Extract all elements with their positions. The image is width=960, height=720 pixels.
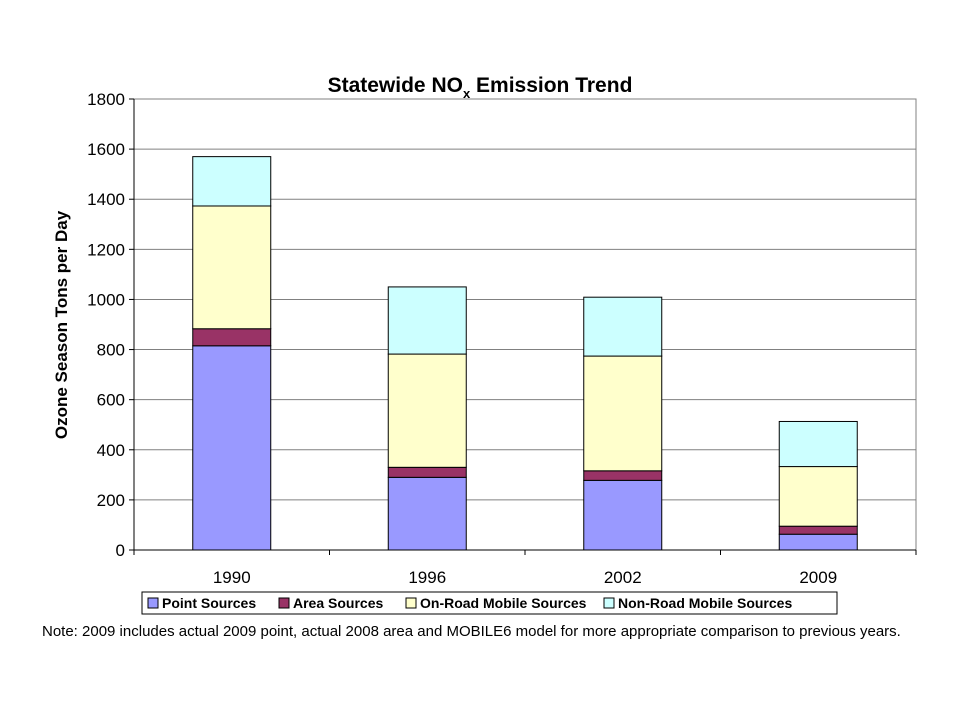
legend-swatch [147, 597, 159, 609]
y-tick-label: 1000 [87, 290, 125, 309]
legend-label: Area Sources [293, 595, 383, 611]
bar-segment-point-sources [192, 345, 272, 551]
y-tick-label: 1400 [87, 190, 125, 209]
y-tick-label: 400 [97, 441, 125, 460]
chart-title: Statewide NOx Emission Trend [328, 74, 633, 101]
legend-swatch [603, 597, 615, 609]
bar-segment-on-road-mobile-sources [192, 205, 272, 330]
chart-title-rest: Emission Trend [470, 74, 632, 97]
y-tick-label: 1800 [87, 90, 125, 109]
y-tick-label: 600 [97, 391, 125, 410]
bar-segment-area-sources [778, 525, 858, 535]
y-tick-label: 1200 [87, 240, 125, 259]
legend [141, 591, 838, 615]
legend-label: Non-Road Mobile Sources [618, 595, 792, 611]
bar-segment-on-road-mobile-sources [778, 466, 858, 527]
x-tick-label: 1990 [213, 568, 251, 587]
y-tick-label: 1600 [87, 140, 125, 159]
bars [192, 156, 858, 551]
bar-segment-non-road-mobile-sources [583, 296, 663, 357]
bar-segment-area-sources [387, 466, 467, 478]
bar-segment-point-sources [778, 533, 858, 551]
y-axis-label: Ozone Season Tons per Day [52, 210, 71, 439]
chart-title-subscript: x [463, 86, 471, 101]
bar-segment-non-road-mobile-sources [387, 286, 467, 355]
bar-segment-area-sources [583, 470, 663, 481]
bar-segment-area-sources [192, 328, 272, 347]
bar-segment-on-road-mobile-sources [387, 353, 467, 468]
legend-swatch [405, 597, 417, 609]
x-tick-label: 2002 [604, 568, 642, 587]
y-tick-labels: 0 200 400 600 800 1000 1200 1400 1600 1800 [87, 90, 125, 560]
bar-segment-on-road-mobile-sources [583, 355, 663, 472]
legend-label: Point Sources [162, 595, 256, 611]
footnote: Note: 2009 includes actual 2009 point, a… [42, 623, 901, 640]
bar-segment-point-sources [583, 479, 663, 551]
y-tick-label: 0 [116, 541, 125, 560]
legend-label: On-Road Mobile Sources [420, 595, 587, 611]
legend-swatch [278, 597, 290, 609]
y-tick-label: 800 [97, 341, 125, 360]
bar-segment-point-sources [387, 476, 467, 551]
bar-segment-non-road-mobile-sources [778, 420, 858, 468]
y-tick-label: 200 [97, 491, 125, 510]
bar-segment-non-road-mobile-sources [192, 156, 272, 207]
x-tick-labels: 1990 1996 2002 2009 [213, 568, 837, 587]
chart-title-main: Statewide NO [328, 74, 463, 97]
x-tick-label: 2009 [799, 568, 837, 587]
x-tick-label: 1996 [408, 568, 446, 587]
legend-items: Point Sources Area Sources On-Road Mobile … [147, 595, 792, 611]
